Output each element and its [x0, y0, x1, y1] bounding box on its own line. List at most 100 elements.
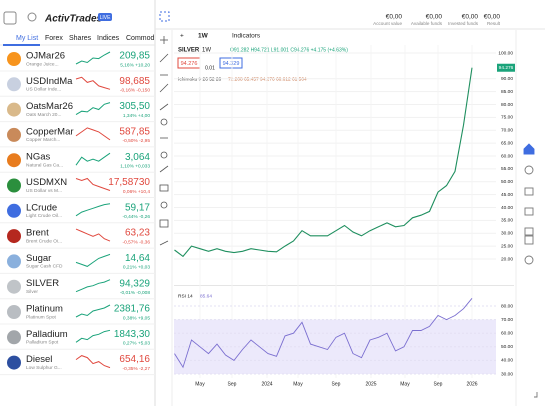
instrument-change: -0,50% -2,95	[123, 138, 151, 144]
buy: 94.329	[223, 61, 240, 67]
instrument-name[interactable]: OJMar26	[26, 51, 65, 62]
instrument-name[interactable]: NGas	[26, 152, 51, 163]
sparkline	[75, 76, 111, 90]
y-tick-label: 55.00	[501, 166, 513, 172]
instrument-icon	[7, 178, 21, 193]
instrument-name[interactable]: SILVER	[26, 278, 59, 289]
instrument-icon	[7, 102, 21, 117]
tab[interactable]: Forex	[45, 35, 63, 42]
y-tick-label: 25.00	[501, 243, 513, 249]
ichimoku-values: 72.208 65.457 94.276 68.612 61.504	[228, 76, 307, 82]
instrument-desc: Oats March 20...	[26, 112, 61, 118]
instrument-change: 0,27% +5,03	[123, 341, 150, 347]
instrument-name[interactable]: LCrude	[26, 202, 57, 213]
instrument-name[interactable]: OatsMar26	[26, 101, 73, 112]
sparkline	[75, 51, 111, 65]
instrument-icon	[7, 229, 21, 244]
instrument-desc: Silver	[26, 289, 38, 295]
x-tick-label: May	[293, 381, 303, 387]
side-icons[interactable]	[523, 143, 538, 398]
panel-divider	[174, 285, 514, 286]
symbol: SILVER	[178, 48, 200, 54]
instrument-name[interactable]: USDMXN	[26, 177, 67, 188]
instrument-desc: Low Sulphur G...	[26, 365, 62, 371]
buy-box	[219, 57, 243, 69]
interval[interactable]: 1W	[198, 33, 209, 40]
instrument-name[interactable]: USDIndMa	[26, 76, 73, 87]
tab[interactable]: Commod	[126, 35, 155, 42]
instrument-icon	[7, 254, 21, 269]
tab[interactable]: Shares	[69, 35, 92, 42]
instrument-price: 63,23	[125, 228, 150, 239]
sparkline	[75, 279, 111, 293]
sparkline	[75, 177, 111, 191]
instrument-name[interactable]: Brent	[26, 228, 49, 239]
instrument-desc: Copper March...	[26, 137, 60, 143]
y-tick-label: 85.00	[501, 89, 513, 95]
search-icon[interactable]	[27, 12, 37, 22]
tab[interactable]: Indices	[97, 35, 120, 42]
drawing-tools[interactable]	[159, 36, 169, 246]
rsi-tick-label: 70.00	[501, 317, 513, 323]
x-tick-label: 2024	[261, 381, 272, 387]
toolbar-plus[interactable]: +	[180, 33, 184, 40]
x-tick-label: Sep	[332, 381, 341, 387]
instrument-name[interactable]: Diesel	[26, 354, 52, 365]
badge	[98, 13, 112, 21]
sparkline	[75, 228, 111, 242]
price-line	[174, 67, 473, 258]
y-tick-label: 45.00	[501, 192, 513, 198]
instrument-icon	[7, 203, 21, 218]
instrument-change: -0,57% -0,36	[123, 239, 151, 245]
instrument-name[interactable]: Sugar	[26, 253, 51, 264]
instrument-price: 94,329	[119, 278, 150, 289]
sparkline	[75, 203, 111, 217]
account-value: €0,00	[426, 14, 443, 21]
instrument-desc: Natural Gas Ca...	[26, 162, 63, 168]
tab[interactable]: My List	[16, 35, 38, 42]
instrument-change: 0,06% +10,4	[123, 189, 150, 195]
instrument-change: 1,10% +0,033	[120, 163, 150, 169]
instrument-icon	[7, 279, 21, 294]
instrument-price: 305,50	[119, 101, 150, 112]
account-value: €0,00	[462, 14, 479, 21]
account-label: Account value	[373, 21, 402, 26]
x-tick-label: 2025	[365, 381, 376, 387]
spread: 0.01	[205, 65, 215, 71]
menu-icon[interactable]	[3, 11, 17, 25]
instrument-price: 14,64	[125, 253, 150, 264]
instrument-change: 0,21% +0,03	[123, 265, 150, 271]
instrument-price: 654,16	[119, 354, 150, 365]
indicators[interactable]: Indicators	[232, 33, 261, 40]
last-price-tag	[497, 63, 515, 72]
instrument-desc: Sugar Cash CFD	[26, 264, 63, 270]
instrument-icon	[7, 127, 21, 142]
instrument-icon	[7, 355, 21, 370]
rsi-label: RSI 14	[178, 293, 193, 299]
instrument-desc: Palladium Spot	[26, 340, 59, 346]
y-tick-label: 60.00	[501, 153, 513, 159]
fullscreen-icon[interactable]	[159, 11, 170, 22]
rsi-tick-label: 40.00	[501, 358, 513, 364]
account-label: Invested funds	[448, 21, 479, 26]
instrument-price: 587,85	[119, 127, 150, 138]
instrument-desc: US Dollar Inde...	[26, 87, 61, 93]
instrument-name[interactable]: Palladium	[26, 329, 68, 340]
instrument-icon	[7, 52, 21, 66]
instrument-change: -0,35% -2,27	[123, 366, 151, 372]
instrument-change: 1,34% +4,00	[123, 113, 150, 119]
rsi-tick-label: 80.00	[501, 303, 513, 309]
instrument-desc: Orange Juice...	[26, 61, 59, 67]
instrument-price: 2381,76	[114, 304, 151, 315]
last-price-label: 94.276	[499, 65, 514, 71]
rsi-tick-label: 60.00	[501, 330, 513, 336]
instrument-price: 59,17	[125, 202, 150, 213]
ohlc: O91.282 H94.721 L91.001 C94.276 +4.175 (…	[230, 47, 348, 53]
instrument-name[interactable]: Platinum	[26, 304, 63, 315]
y-tick-label: 65.00	[501, 140, 513, 146]
instrument-name[interactable]: CopperMar	[26, 126, 74, 137]
instrument-price: 209,85	[119, 51, 150, 62]
x-tick-label: May	[195, 381, 205, 387]
instrument-desc: Light Crude Oil...	[26, 213, 62, 219]
